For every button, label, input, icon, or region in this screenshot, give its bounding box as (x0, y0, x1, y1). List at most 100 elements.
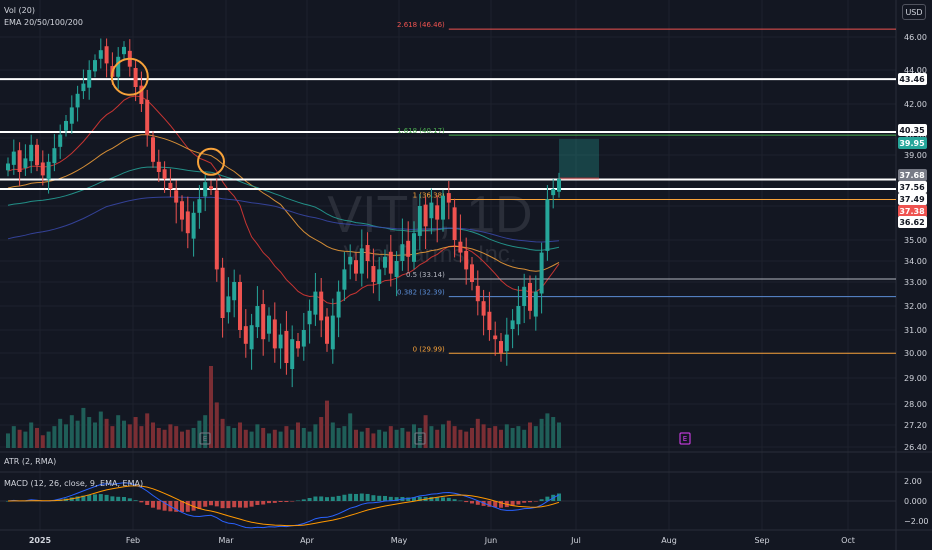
price-tick-label: 44.00 (904, 66, 927, 75)
candle (267, 315, 271, 334)
volume-bar (261, 427, 266, 448)
candle (394, 261, 399, 277)
macd-histogram-bar (261, 501, 266, 505)
macd-histogram-bar (528, 501, 532, 503)
ema-100-line (7, 166, 560, 251)
candle (98, 50, 103, 59)
fib-label: 1 (36.38) (413, 192, 445, 200)
volume-bar (81, 407, 86, 448)
volume-bar (191, 427, 196, 448)
price-label-tag (898, 216, 927, 228)
candle (354, 260, 358, 274)
macd-histogram-bar (139, 501, 144, 503)
volume-bar (330, 422, 335, 448)
macd-histogram-bar (249, 501, 254, 507)
candle (336, 291, 341, 318)
price-tick-label: 26.40 (904, 443, 927, 452)
macd-histogram-bar (6, 501, 10, 502)
volume-bar (336, 427, 341, 448)
macd-histogram-bar (499, 501, 503, 508)
macd-histogram-bar (417, 496, 422, 501)
macd-histogram-bar (557, 493, 561, 501)
fib-label: 0 (29.99) (413, 345, 445, 353)
ema-lines (7, 95, 560, 305)
macd-histogram-bar (388, 496, 393, 501)
macd-histogram-bar (452, 499, 457, 501)
volume-bar (226, 426, 231, 448)
price-label-tag (898, 169, 927, 181)
candle (487, 311, 492, 330)
candle (40, 162, 45, 176)
candle (75, 93, 80, 108)
vol-indicator-label[interactable]: Vol (20) (4, 6, 35, 15)
volume-bar (446, 420, 451, 448)
candle (429, 202, 434, 219)
macd-histogram-bar (226, 501, 231, 509)
volume-bar (278, 431, 283, 448)
volume-bar (139, 426, 144, 448)
volume-bar (151, 422, 155, 448)
candle (58, 134, 63, 147)
candle (162, 169, 167, 179)
candle (510, 320, 515, 330)
volume-bar (545, 413, 550, 448)
price-tick-label: 35.00 (904, 236, 927, 245)
macd-histogram-bar (122, 497, 126, 501)
ema-50-line (7, 134, 560, 272)
volume-bar (522, 429, 527, 448)
candle (203, 182, 208, 197)
currency-button[interactable]: USD (902, 4, 926, 20)
candle (180, 201, 184, 220)
macd-line (7, 482, 560, 529)
fib-label: 0.5 (33.14) (406, 271, 445, 279)
candle (238, 282, 242, 330)
candle (145, 99, 150, 135)
macd-histogram-bar (319, 496, 324, 501)
candle (499, 341, 503, 353)
time-tick-label: Feb (126, 536, 140, 545)
volume-bar (388, 426, 393, 448)
candle (388, 251, 393, 274)
volume-bar (267, 433, 271, 448)
volume-bar (301, 427, 306, 448)
time-tick-label: Aug (661, 536, 677, 545)
candle (69, 107, 74, 124)
candle (156, 161, 161, 172)
earnings-marker-icon (199, 432, 211, 445)
candle (133, 68, 138, 87)
macd-histogram-bar (214, 501, 219, 507)
price-tick-label: 29.00 (904, 374, 927, 383)
volume-bar (209, 366, 213, 448)
volume-bar (46, 431, 51, 448)
candle (325, 316, 329, 344)
candle (313, 291, 318, 315)
candle (400, 244, 405, 261)
macd-histogram-bar (354, 493, 358, 501)
ema-indicator-label[interactable]: EMA 20/50/100/200 (4, 18, 83, 27)
volume-bar (510, 427, 515, 448)
candle (383, 256, 387, 268)
candle (446, 193, 451, 203)
candle (11, 151, 16, 165)
macd-histogram-bar (435, 497, 440, 501)
time-tick-label: Apr (300, 536, 315, 545)
price-label-text: 37.68 (899, 171, 925, 180)
volume-bar (75, 420, 80, 448)
signal-line (7, 485, 560, 527)
macd-histogram-bar (116, 496, 121, 501)
macd-indicator-label[interactable]: MACD (12, 26, close, 9, EMA, EMA) (4, 479, 144, 488)
price-label-text: 37.49 (899, 195, 925, 204)
price-tick-label: 31.00 (904, 326, 927, 335)
price-label-tag (898, 73, 927, 85)
volume-bar (348, 413, 353, 448)
volume-bar (342, 426, 347, 448)
macd-histogram-bar (209, 501, 213, 506)
price-tick-label: 39.00 (904, 151, 927, 160)
atr-indicator-label[interactable]: ATR (2, RMA) (4, 457, 57, 466)
stop-zone (559, 177, 599, 180)
candle (197, 199, 202, 213)
volume-bar (197, 420, 202, 448)
candle (139, 85, 144, 104)
